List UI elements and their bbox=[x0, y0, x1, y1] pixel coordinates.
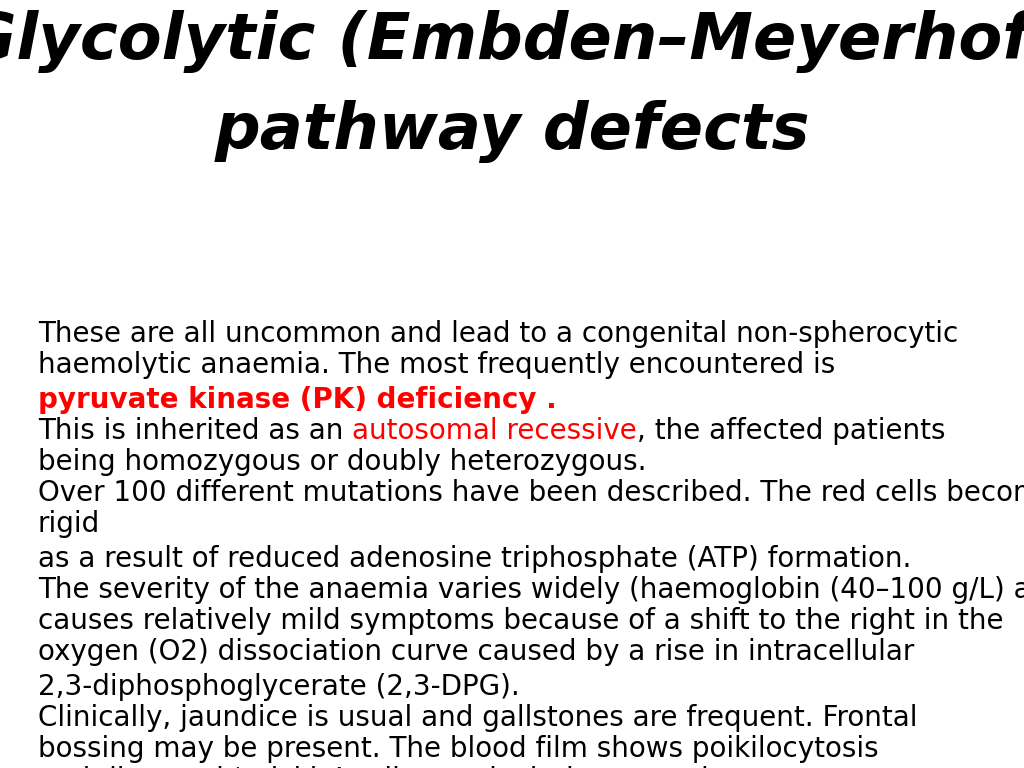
Text: Clinically, jaundice is usual and gallstones are frequent. Frontal: Clinically, jaundice is usual and gallst… bbox=[38, 704, 918, 732]
Text: autosomal recessive: autosomal recessive bbox=[352, 417, 637, 445]
Text: Glycolytic (Embden–Meyerhof)
pathway defects: Glycolytic (Embden–Meyerhof) pathway def… bbox=[0, 10, 1024, 163]
Text: Over 100 different mutations have been described. The red cells become: Over 100 different mutations have been d… bbox=[38, 479, 1024, 507]
Text: The severity of the anaemia varies widely (haemoglobin (40–100 g/L) and: The severity of the anaemia varies widel… bbox=[38, 576, 1024, 604]
Text: , the affected patients: , the affected patients bbox=[637, 417, 945, 445]
Text: haemolytic anaemia. The most frequently encountered is: haemolytic anaemia. The most frequently … bbox=[38, 351, 836, 379]
Text: and distorted ‘prickle’ cells, particularly post-splenectomy.: and distorted ‘prickle’ cells, particula… bbox=[38, 766, 852, 768]
Text: rigid: rigid bbox=[38, 510, 100, 538]
Text: causes relatively mild symptoms because of a shift to the right in the: causes relatively mild symptoms because … bbox=[38, 607, 1004, 635]
Text: oxygen (O2) dissociation curve caused by a rise in intracellular: oxygen (O2) dissociation curve caused by… bbox=[38, 638, 914, 666]
Text: as a result of reduced adenosine triphosphate (ATP) formation.: as a result of reduced adenosine triphos… bbox=[38, 545, 911, 573]
Text: bossing may be present. The blood film shows poikilocytosis: bossing may be present. The blood film s… bbox=[38, 735, 879, 763]
Text: being homozygous or doubly heterozygous.: being homozygous or doubly heterozygous. bbox=[38, 448, 646, 476]
Text: 2,3-diphosphoglycerate (2,3-DPG).: 2,3-diphosphoglycerate (2,3-DPG). bbox=[38, 673, 520, 701]
Text: These are all uncommon and lead to a congenital non-spherocytic: These are all uncommon and lead to a con… bbox=[38, 320, 958, 348]
Text: This is inherited as an: This is inherited as an bbox=[38, 417, 352, 445]
Text: pyruvate kinase (PK) deficiency .: pyruvate kinase (PK) deficiency . bbox=[38, 386, 557, 414]
